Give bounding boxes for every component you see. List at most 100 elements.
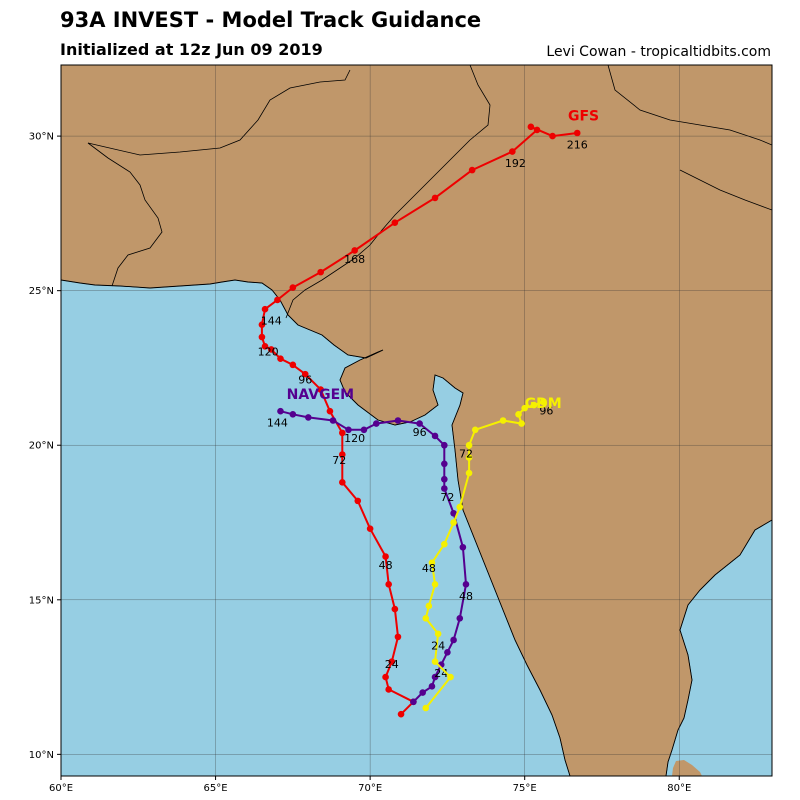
track-point-gdm: [465, 454, 473, 461]
track-point-navgem: [456, 615, 464, 622]
model-name-gfs: GFS: [568, 109, 599, 125]
model-tracks: 24 48 72 96 120 144 168 192 216 GFS 24 48 72 96 120 144…: [258, 109, 599, 718]
border-afghanistan: [87, 69, 351, 156]
forecast-hour-label: 96: [413, 426, 427, 439]
track-point-gfs: [354, 497, 362, 505]
axis-ticks: 60°E 65°E 70°E 75°E 80°E 10°N 15°N 20°N 25°N 30°N: [29, 132, 692, 794]
track-point-gdm: [441, 540, 448, 548]
track-point-gfs: [317, 268, 324, 276]
track-point-gfs: [366, 525, 374, 532]
track-point-gfs: [385, 686, 392, 693]
forecast-hour-label: 72: [332, 454, 346, 467]
track-point-gfs: [289, 361, 297, 369]
track-point-navgem: [462, 581, 470, 588]
track-point-gfs: [267, 346, 275, 353]
track-point-gdm: [456, 503, 464, 511]
track-point-navgem: [428, 683, 436, 690]
forecast-hour-label: 168: [344, 253, 365, 266]
track-point-gdm: [450, 519, 457, 526]
track-gfs: 24 48 72 96 120 144 168 192 216 GFS: [258, 109, 599, 718]
forecast-hour-label: 144: [261, 315, 282, 328]
track-point-gfs: [289, 284, 297, 291]
coastline: [61, 279, 772, 776]
track-point-gfs: [258, 321, 266, 328]
track-point-gdm: [465, 469, 473, 477]
track-point-gfs: [301, 370, 309, 378]
track-point-gdm: [465, 441, 473, 449]
land-islet: [714, 111, 726, 118]
page-subtitle: Initialized at 12z Jun 09 2019: [60, 40, 323, 59]
model-name-navgem: NAVGEM: [287, 387, 354, 403]
y-tick-label: 20°N: [29, 441, 54, 452]
track-point-gdm: [521, 404, 528, 412]
forecast-hour-label: 48: [459, 590, 473, 603]
track-point-gdm: [431, 658, 439, 665]
track-point-navgem: [450, 509, 457, 517]
forecast-hour-label: 120: [344, 432, 365, 445]
track-point-gdm: [471, 426, 479, 434]
track-point-gdm: [515, 411, 522, 418]
track-point-gdm: [499, 417, 507, 424]
page-title: 93A INVEST - Model Track Guidance: [60, 8, 482, 32]
forecast-hour-label: 144: [267, 417, 288, 430]
forecast-hour-label: 24: [385, 658, 399, 671]
map-frame: [60, 64, 773, 777]
forecast-hour-label: 96: [298, 373, 312, 386]
forecast-hour-label: 72: [459, 448, 473, 461]
track-point-navgem: [305, 414, 312, 421]
track-point-navgem: [441, 441, 448, 449]
forecast-hour-label: 216: [567, 138, 588, 151]
track-point-navgem: [289, 411, 297, 418]
track-point-gfs: [339, 429, 346, 437]
x-tick-label: 70°E: [358, 783, 382, 794]
forecast-hour-label: 72: [440, 491, 454, 504]
track-point-navgem: [410, 698, 417, 706]
forecast-hour-label: 24: [431, 639, 445, 652]
track-point-gdm: [431, 581, 439, 588]
track-point-navgem: [360, 426, 368, 434]
track-point-gfs: [274, 296, 281, 304]
track-point-gdm: [539, 398, 547, 406]
track-point-gfs: [394, 633, 402, 641]
y-tick-label: 25°N: [29, 286, 54, 297]
y-tick-label: 10°N: [29, 750, 54, 761]
track-point-gfs: [527, 123, 535, 131]
track-point-gfs: [385, 581, 392, 588]
track-point-navgem: [459, 543, 467, 551]
track-point-gdm: [447, 673, 454, 681]
track-point-navgem: [277, 407, 284, 415]
track-point-navgem: [444, 649, 451, 656]
track-point-navgem: [431, 673, 439, 681]
track-point-gdm: [428, 559, 436, 566]
credit-text: Levi Cowan - tropicaltidbits.com: [546, 44, 771, 60]
x-tick-label: 75°E: [513, 783, 537, 794]
forecast-hour-label: 48: [379, 559, 393, 572]
track-point-navgem: [329, 417, 337, 424]
track-point-navgem: [441, 475, 448, 483]
forecast-hour-label: 96: [539, 404, 553, 417]
y-tick-label: 15°N: [29, 595, 54, 606]
track-point-gdm: [422, 615, 430, 622]
track-navgem: 24 48 72 96 120 144 NAVGEM: [267, 387, 473, 706]
y-tick-label: 30°N: [29, 132, 54, 143]
track-point-navgem: [431, 432, 439, 440]
track-point-gfs: [261, 343, 269, 350]
gridlines: [61, 65, 772, 776]
track-point-gfs: [382, 553, 389, 560]
track-point-gdm: [530, 401, 538, 409]
border-pakistan-india: [285, 65, 491, 319]
track-point-gdm: [422, 704, 430, 712]
track-point-navgem: [441, 485, 448, 492]
forecast-hour-label: 120: [258, 346, 279, 359]
track-point-gfs: [397, 710, 405, 718]
border-india-nepal: [607, 65, 772, 146]
track-point-navgem: [373, 420, 380, 427]
track-point-gfs: [468, 166, 476, 174]
track-point-gdm: [425, 602, 433, 610]
track-point-gfs: [388, 658, 396, 665]
track-point-navgem: [416, 420, 423, 427]
x-tick-label: 65°E: [204, 783, 228, 794]
track-point-gfs: [573, 129, 581, 137]
